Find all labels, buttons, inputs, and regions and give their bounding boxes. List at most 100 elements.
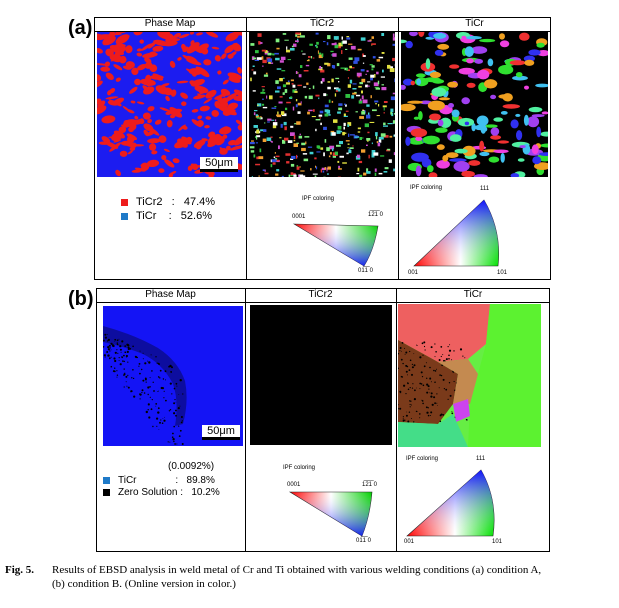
zero-solution-point — [153, 390, 155, 392]
orientation-grain — [284, 126, 287, 131]
orientation-grain — [297, 84, 302, 87]
orientation-grain — [316, 151, 321, 153]
speckle-point — [419, 356, 422, 359]
speckle-point — [411, 404, 412, 406]
orientation-grain — [257, 33, 262, 37]
orientation-grain — [338, 165, 340, 169]
orientation-grain — [464, 46, 474, 57]
phase-grain — [187, 165, 193, 172]
zero-solution-point — [121, 356, 124, 359]
orientation-grain — [271, 159, 277, 163]
panel-b-ticr-image — [398, 304, 541, 447]
figure-caption-line-2: (b) condition B. (Online version in colo… — [52, 578, 236, 590]
zero-solution-point — [150, 354, 152, 356]
orientation-grain — [328, 155, 331, 158]
orientation-grain — [318, 97, 320, 100]
zero-solution-point — [178, 425, 180, 427]
orientation-grain — [333, 119, 338, 123]
speckle-point — [419, 388, 421, 390]
speckle-point — [421, 400, 424, 402]
orientation-grain — [266, 137, 272, 141]
orientation-grain — [361, 149, 366, 153]
orientation-grain — [304, 95, 308, 99]
orientation-grain — [415, 165, 422, 177]
zero-solution-point — [156, 417, 159, 420]
orientation-grain — [343, 115, 348, 117]
zero-solution-point — [155, 405, 157, 407]
phase-grain — [182, 125, 188, 130]
speckle-point — [413, 364, 416, 367]
zero-solution-point — [169, 409, 172, 411]
ipf-corner-a-ticr2-01-10: 01̅1̅ 0 — [358, 268, 374, 274]
zero-solution-point — [125, 381, 127, 383]
orientation-grain — [315, 128, 317, 132]
zero-solution-point — [163, 397, 165, 399]
orientation-grain — [541, 111, 548, 115]
zero-solution-point — [175, 443, 177, 445]
orientation-grain — [358, 85, 362, 88]
ipf-title-b-ticr: IPF coloring — [406, 456, 439, 462]
orientation-grain — [328, 114, 331, 116]
orientation-grain — [380, 155, 385, 157]
orientation-grain — [337, 111, 341, 114]
orientation-grain — [341, 41, 343, 45]
phase-grain — [218, 126, 232, 135]
orientation-grain — [392, 37, 395, 41]
orientation-grain — [347, 147, 349, 149]
orientation-grain — [373, 82, 379, 87]
speckle-point — [409, 406, 411, 408]
orientation-grain — [366, 144, 368, 146]
phase-grain — [136, 101, 145, 105]
orientation-grain — [286, 46, 288, 50]
orientation-grain — [538, 152, 548, 156]
orientation-grain — [348, 149, 352, 154]
panel-a-ticr-image — [401, 32, 548, 177]
legend-swatch-black — [103, 489, 110, 496]
phase-grain — [189, 80, 199, 87]
zero-solution-point — [171, 393, 173, 395]
orientation-grain — [372, 56, 376, 59]
ipf-triangle-b-ticr — [406, 469, 495, 537]
figure-caption-label: Fig. 5. — [5, 564, 35, 576]
zero-solution-point — [151, 370, 153, 372]
orientation-grain — [303, 70, 309, 72]
orientation-grain — [335, 90, 339, 92]
zero-solution-point — [103, 346, 105, 348]
zero-solution-point — [157, 391, 159, 392]
orientation-grain — [267, 121, 270, 123]
zero-solution-point — [152, 381, 154, 383]
orientation-grain — [375, 87, 380, 90]
phase-grain — [170, 113, 176, 119]
phase-grain — [201, 138, 208, 142]
speckle-point — [413, 421, 415, 423]
speckle-point — [436, 393, 438, 395]
orientation-grain — [383, 101, 388, 103]
orientation-grain — [352, 83, 357, 85]
orientation-grain — [352, 67, 355, 69]
phase-grain — [119, 150, 128, 157]
phase-grain — [111, 132, 122, 142]
orientation-grain — [381, 84, 384, 86]
ipf-corner-b-ticr-101: 101 — [492, 539, 503, 545]
speckle-point — [403, 384, 406, 387]
orientation-grain — [285, 82, 290, 85]
orientation-grain — [371, 36, 374, 39]
orientation-grain — [361, 111, 366, 115]
orientation-grain — [312, 85, 315, 89]
orientation-grain — [281, 111, 285, 115]
phase-grain — [153, 39, 169, 46]
zero-solution-point — [110, 365, 113, 368]
phase-grain — [229, 145, 242, 151]
zero-solution-point — [107, 354, 110, 357]
orientation-grain — [356, 154, 360, 158]
zero-solution-point — [147, 360, 149, 362]
speckle-point — [402, 362, 404, 365]
phase-grain — [125, 45, 133, 54]
orientation-grain — [320, 122, 322, 126]
orientation-grain — [256, 57, 262, 60]
orientation-grain — [334, 93, 337, 97]
orientation-grain — [293, 43, 297, 47]
zero-solution-point — [173, 425, 175, 428]
orientation-grain — [437, 43, 450, 50]
orientation-grain — [293, 173, 296, 175]
